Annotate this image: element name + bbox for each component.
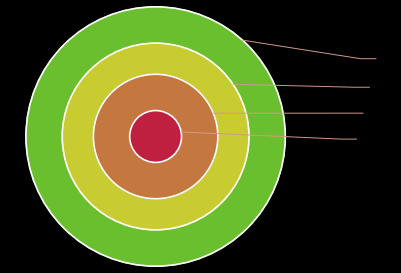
Circle shape [62, 43, 248, 230]
Circle shape [26, 7, 285, 266]
Circle shape [130, 111, 181, 162]
Circle shape [93, 74, 217, 199]
